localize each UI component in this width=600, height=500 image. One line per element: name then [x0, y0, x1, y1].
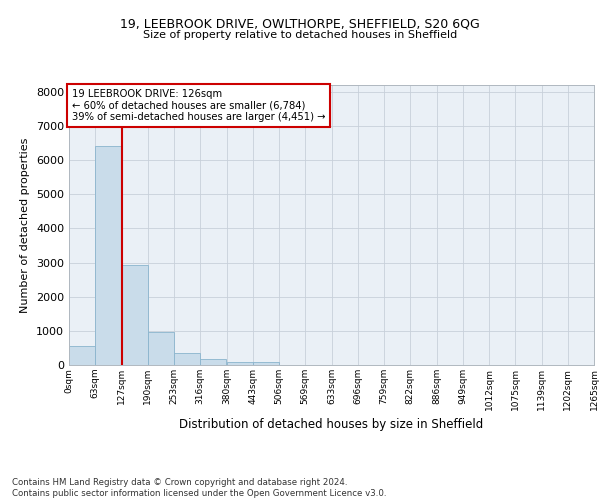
Bar — [69, 346, 95, 365]
Text: Size of property relative to detached houses in Sheffield: Size of property relative to detached ho… — [143, 30, 457, 40]
Bar — [227, 362, 253, 365]
Bar — [253, 362, 279, 365]
Bar — [122, 266, 148, 365]
Bar — [95, 146, 121, 365]
Bar — [174, 352, 200, 365]
Bar — [200, 359, 226, 365]
X-axis label: Distribution of detached houses by size in Sheffield: Distribution of detached houses by size … — [179, 418, 484, 431]
Text: 19, LEEBROOK DRIVE, OWLTHORPE, SHEFFIELD, S20 6QG: 19, LEEBROOK DRIVE, OWLTHORPE, SHEFFIELD… — [120, 18, 480, 30]
Text: Contains HM Land Registry data © Crown copyright and database right 2024.
Contai: Contains HM Land Registry data © Crown c… — [12, 478, 386, 498]
Text: 19 LEEBROOK DRIVE: 126sqm
← 60% of detached houses are smaller (6,784)
39% of se: 19 LEEBROOK DRIVE: 126sqm ← 60% of detac… — [71, 89, 325, 122]
Bar — [148, 332, 174, 365]
Y-axis label: Number of detached properties: Number of detached properties — [20, 138, 31, 312]
